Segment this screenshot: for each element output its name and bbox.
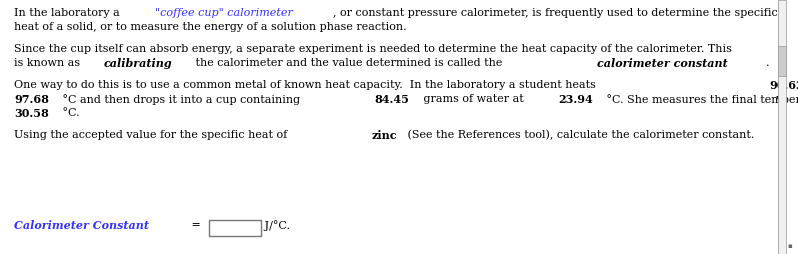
Text: In the laboratory a: In the laboratory a	[14, 8, 123, 18]
Text: calibrating: calibrating	[104, 58, 172, 69]
Text: the calorimeter and the value determined is called the: the calorimeter and the value determined…	[192, 58, 506, 68]
Text: =: =	[188, 220, 204, 230]
Text: 30.58: 30.58	[14, 108, 49, 119]
Text: Calorimeter Constant: Calorimeter Constant	[14, 220, 149, 231]
Text: .: .	[766, 58, 769, 68]
Text: "coffee cup" calorimeter: "coffee cup" calorimeter	[155, 8, 293, 18]
Text: zinc: zinc	[371, 130, 397, 141]
Text: ▪: ▪	[788, 243, 792, 249]
Text: °C. She measures the final temperature to be: °C. She measures the final temperature t…	[602, 94, 798, 105]
Text: w: w	[776, 94, 785, 104]
Text: calorimeter constant: calorimeter constant	[598, 58, 728, 69]
Text: 97.68: 97.68	[14, 94, 49, 105]
Text: Using the accepted value for the specific heat of: Using the accepted value for the specifi…	[14, 130, 290, 140]
Text: grams of water at: grams of water at	[420, 94, 527, 104]
Text: is known as: is known as	[14, 58, 84, 68]
Text: , or constant pressure calorimeter, is frequently used to determine the specific: , or constant pressure calorimeter, is f…	[333, 8, 777, 18]
Text: heat of a solid, or to measure the energy of a solution phase reaction.: heat of a solid, or to measure the energ…	[14, 22, 407, 32]
Text: °C and then drops it into a cup containing: °C and then drops it into a cup containi…	[59, 94, 303, 105]
Bar	[209, 220, 261, 236]
Text: 90.62: 90.62	[769, 80, 798, 91]
Text: 23.94: 23.94	[558, 94, 593, 105]
Text: J/°C.: J/°C.	[261, 220, 290, 231]
Text: 84.45: 84.45	[374, 94, 409, 105]
Text: Since the cup itself can absorb energy, a separate experiment is needed to deter: Since the cup itself can absorb energy, …	[14, 44, 732, 54]
Bar	[778, 46, 786, 76]
Text: (See the References tool), calculate the calorimeter constant.: (See the References tool), calculate the…	[404, 130, 755, 140]
Text: °C.: °C.	[59, 108, 80, 118]
Bar	[778, 0, 786, 254]
Text: One way to do this is to use a common metal of known heat capacity.  In the labo: One way to do this is to use a common me…	[14, 80, 599, 90]
